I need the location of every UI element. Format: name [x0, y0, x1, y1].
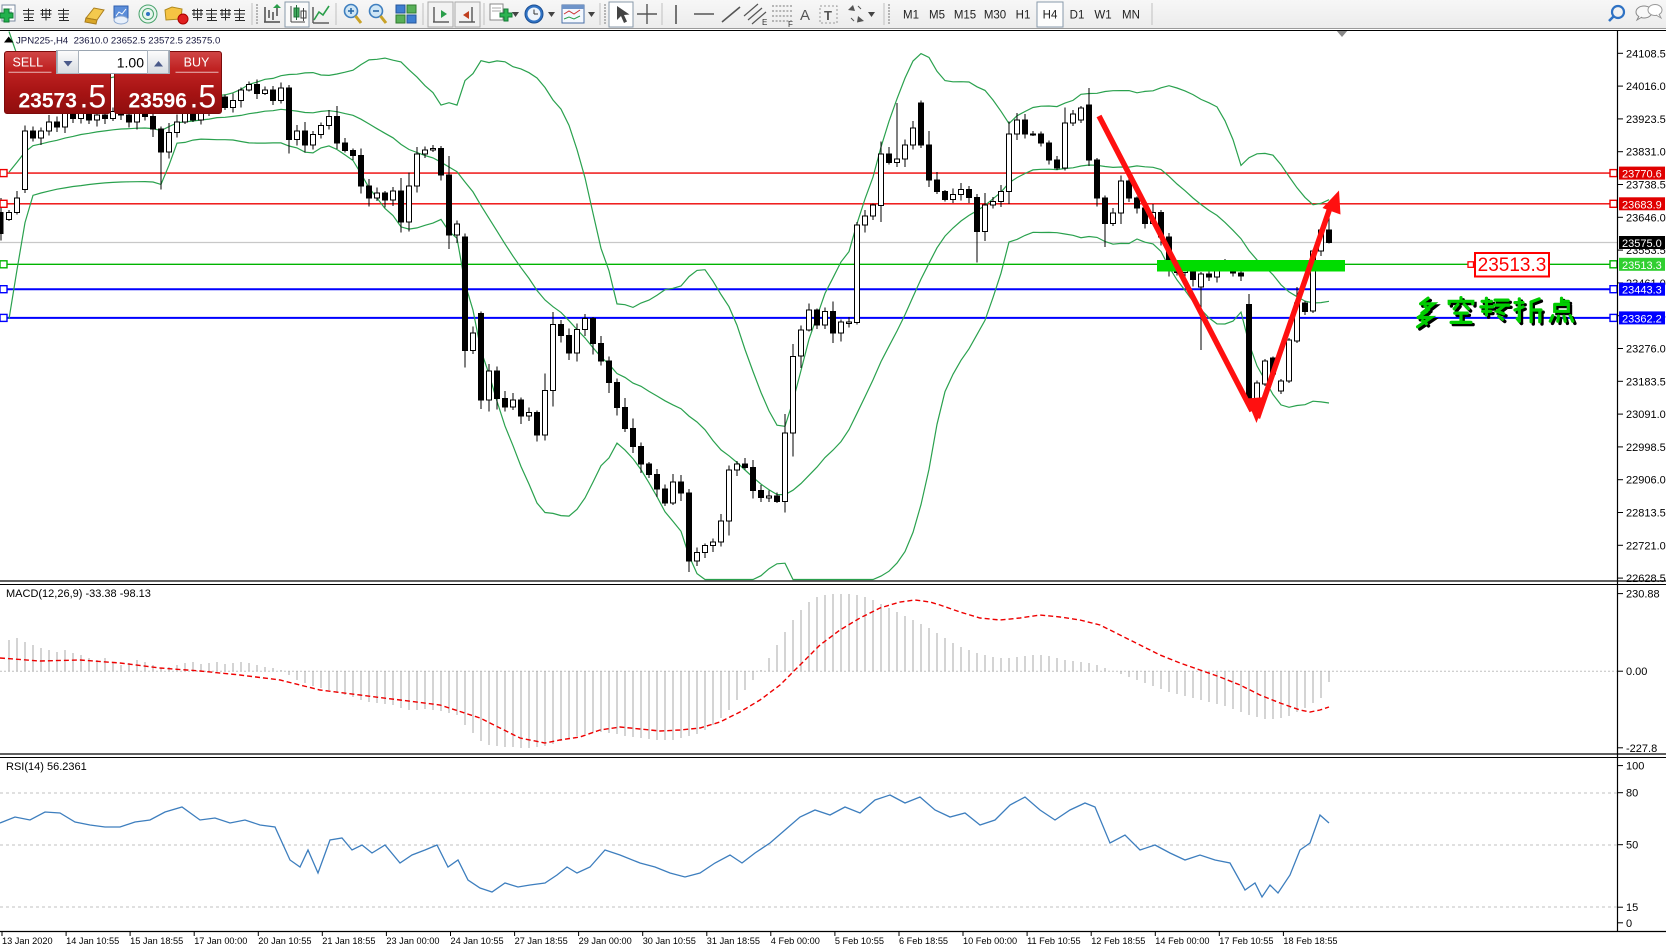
svg-text:M1: M1	[903, 10, 919, 22]
svg-text:30 Jan 10:55: 30 Jan 10:55	[643, 936, 696, 946]
svg-text:1.00: 1.00	[116, 54, 143, 70]
svg-text:23923.5: 23923.5	[1626, 114, 1666, 126]
svg-text:12 Feb 18:55: 12 Feb 18:55	[1091, 936, 1145, 946]
svg-text:22628.5: 22628.5	[1626, 573, 1666, 585]
svg-text:22906.0: 22906.0	[1626, 475, 1666, 487]
svg-text:-227.8: -227.8	[1626, 743, 1657, 755]
svg-text:24 Jan 10:55: 24 Jan 10:55	[451, 936, 504, 946]
svg-text:31 Jan 18:55: 31 Jan 18:55	[707, 936, 760, 946]
svg-text:6 Feb 18:55: 6 Feb 18:55	[899, 936, 948, 946]
svg-text:23831.0: 23831.0	[1626, 147, 1666, 159]
svg-text:M5: M5	[929, 10, 945, 22]
svg-text:100: 100	[1626, 761, 1644, 773]
svg-text:22721.0: 22721.0	[1626, 540, 1666, 552]
svg-text:23596: 23596	[128, 89, 186, 112]
svg-text:MN: MN	[1122, 10, 1140, 22]
svg-text:.5: .5	[79, 78, 106, 114]
svg-text:23183.5: 23183.5	[1626, 376, 1666, 388]
svg-text:18 Feb 18:55: 18 Feb 18:55	[1283, 936, 1337, 946]
svg-text:50: 50	[1626, 840, 1638, 852]
svg-text:JPN225-,H4 23610.0 23652.5 23: JPN225-,H4 23610.0 23652.5 23572.5 23575…	[16, 36, 220, 47]
svg-text:SELL: SELL	[12, 55, 43, 69]
svg-text:11 Feb 10:55: 11 Feb 10:55	[1027, 936, 1080, 946]
svg-text:4 Feb 00:00: 4 Feb 00:00	[771, 936, 820, 946]
svg-text:17 Jan 00:00: 17 Jan 00:00	[194, 936, 247, 946]
svg-text:230.88: 230.88	[1626, 589, 1660, 601]
svg-text:F: F	[788, 20, 793, 29]
svg-text:A: A	[800, 7, 810, 24]
svg-text:24016.0: 24016.0	[1626, 81, 1666, 93]
svg-text:24108.5: 24108.5	[1626, 48, 1666, 60]
svg-text:23513.3: 23513.3	[1622, 260, 1662, 272]
svg-text:D1: D1	[1070, 10, 1085, 22]
svg-text:17 Feb 10:55: 17 Feb 10:55	[1219, 936, 1273, 946]
svg-text:23 Jan 00:00: 23 Jan 00:00	[386, 936, 439, 946]
svg-text:E: E	[762, 18, 767, 27]
svg-text:15: 15	[1626, 902, 1638, 914]
svg-text:21 Jan 18:55: 21 Jan 18:55	[322, 936, 375, 946]
svg-text:23513.3: 23513.3	[1478, 255, 1547, 276]
svg-text:0.00: 0.00	[1626, 666, 1647, 678]
svg-text:T: T	[824, 8, 832, 23]
svg-text:20 Jan 10:55: 20 Jan 10:55	[258, 936, 311, 946]
svg-text:MACD(12,26,9) -33.38 -98.13: MACD(12,26,9) -33.38 -98.13	[6, 588, 151, 600]
svg-text:80: 80	[1626, 788, 1638, 800]
svg-text:H1: H1	[1016, 10, 1031, 22]
svg-text:23573: 23573	[18, 89, 76, 112]
svg-text:M30: M30	[984, 10, 1006, 22]
svg-text:14 Feb 00:00: 14 Feb 00:00	[1155, 936, 1209, 946]
svg-text:29 Jan 00:00: 29 Jan 00:00	[579, 936, 632, 946]
svg-text:BUY: BUY	[183, 55, 209, 69]
svg-text:14 Jan 10:55: 14 Jan 10:55	[66, 936, 119, 946]
svg-text:23683.9: 23683.9	[1622, 199, 1662, 211]
svg-text:23276.0: 23276.0	[1626, 344, 1666, 356]
svg-text:23443.3: 23443.3	[1622, 285, 1662, 297]
svg-text:23091.0: 23091.0	[1626, 409, 1666, 421]
svg-text:23646.0: 23646.0	[1626, 212, 1666, 224]
svg-text:22813.5: 22813.5	[1626, 508, 1666, 520]
svg-text:23575.0: 23575.0	[1622, 238, 1662, 250]
svg-text:23738.5: 23738.5	[1626, 180, 1666, 192]
svg-text:22998.5: 22998.5	[1626, 442, 1666, 454]
svg-text:W1: W1	[1094, 10, 1111, 22]
svg-text:5 Feb 10:55: 5 Feb 10:55	[835, 936, 884, 946]
svg-text:10 Feb 00:00: 10 Feb 00:00	[963, 936, 1017, 946]
svg-text:27 Jan 18:55: 27 Jan 18:55	[515, 936, 568, 946]
svg-text:0: 0	[1626, 918, 1632, 930]
svg-text:M15: M15	[954, 10, 976, 22]
svg-text:23770.6: 23770.6	[1622, 169, 1662, 181]
svg-text:23362.2: 23362.2	[1622, 313, 1662, 325]
svg-text:H4: H4	[1043, 10, 1058, 22]
svg-text:13 Jan 2020: 13 Jan 2020	[2, 936, 53, 946]
svg-text:RSI(14) 56.2361: RSI(14) 56.2361	[6, 761, 87, 773]
svg-text:.5: .5	[189, 78, 216, 114]
svg-text:15 Jan 18:55: 15 Jan 18:55	[130, 936, 183, 946]
